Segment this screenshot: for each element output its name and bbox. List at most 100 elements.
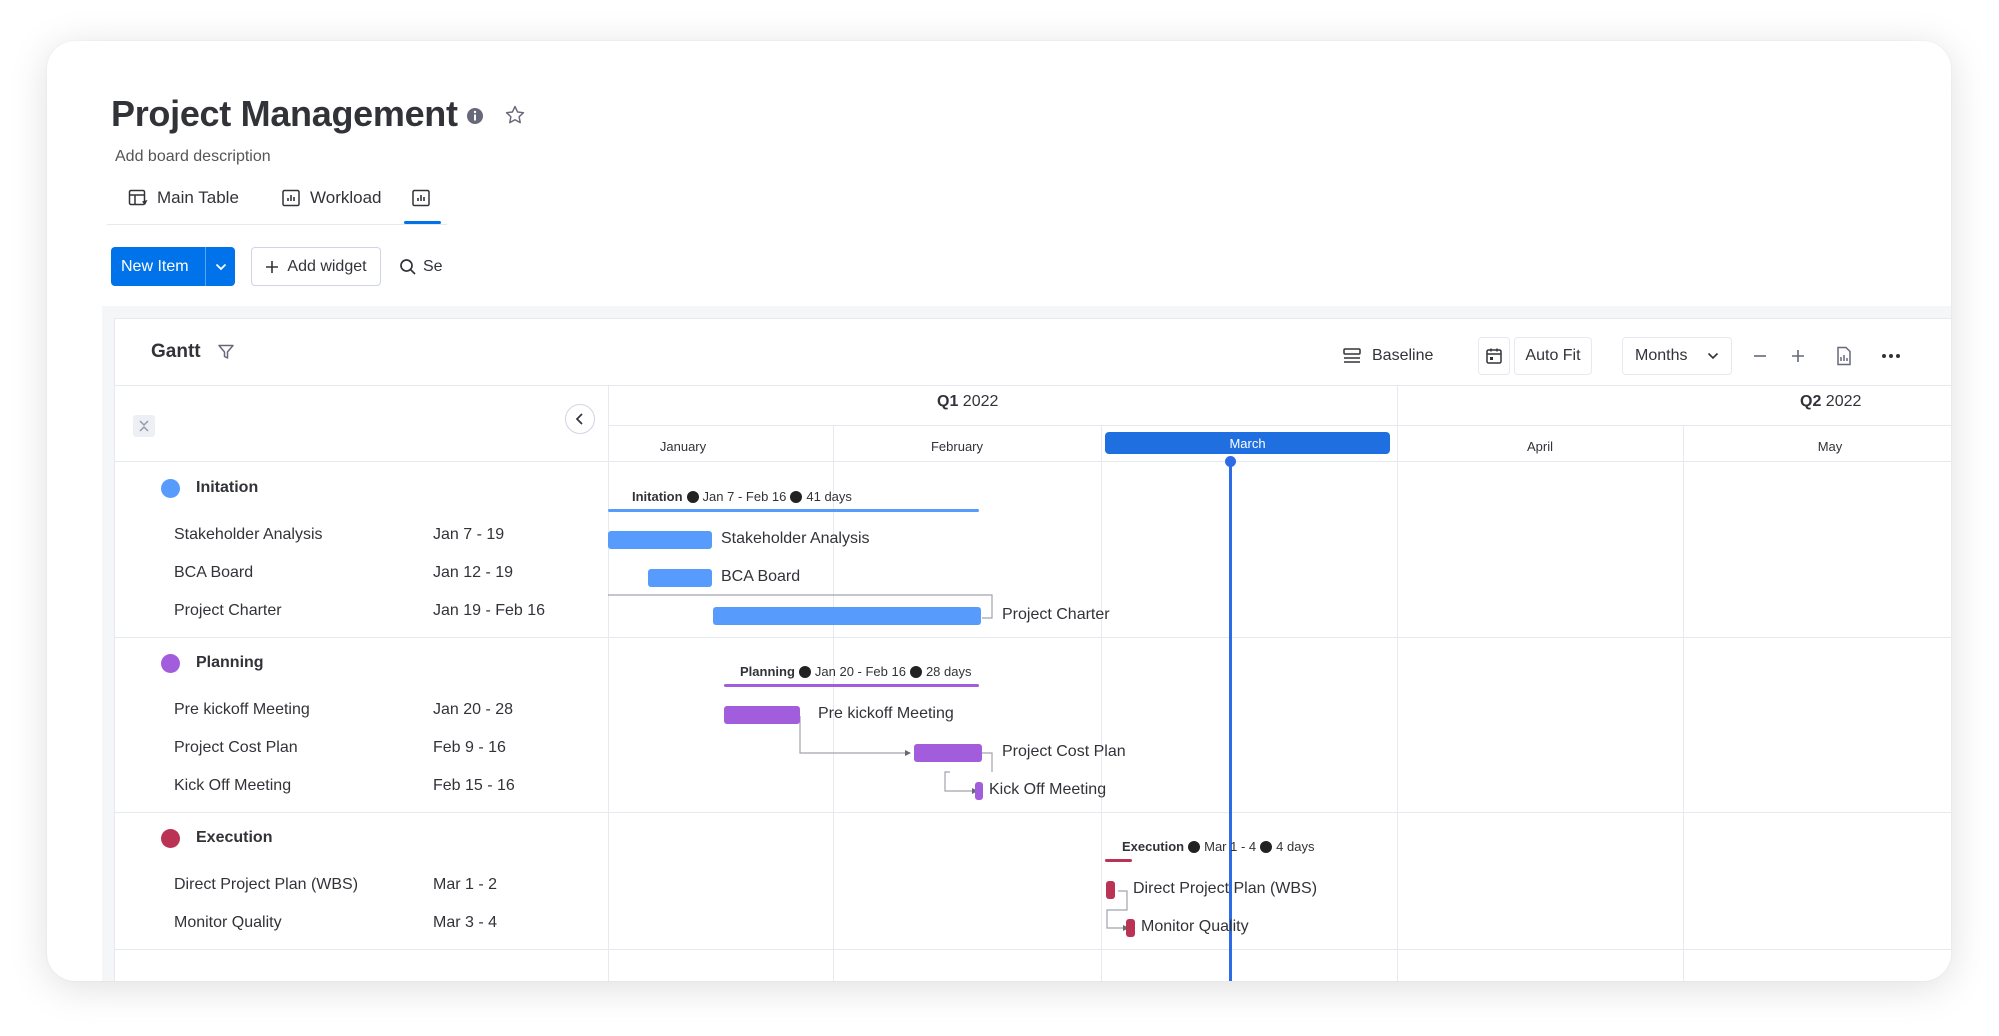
task-name[interactable]: Pre kickoff Meeting <box>174 701 310 718</box>
tab-label: Main Table <box>157 188 239 207</box>
task-bar-label: Monitor Quality <box>1141 918 1249 935</box>
group-summary-bar[interactable] <box>724 684 979 687</box>
search-input[interactable]: Se <box>399 247 443 286</box>
task-bar-label: Kick Off Meeting <box>989 781 1107 798</box>
zoom-mode-label: Months <box>1635 347 1688 364</box>
auto-fit-button[interactable]: Auto Fit <box>1514 337 1592 375</box>
task-dates: Jan 20 - 28 <box>433 701 514 718</box>
summary-name: Initation <box>632 489 683 504</box>
new-item-label: New Item <box>121 257 189 275</box>
gantt-widget <box>114 318 1951 981</box>
summary-range: Mar 1 - 4 <box>1204 839 1257 854</box>
task-name[interactable]: Kick Off Meeting <box>174 777 292 794</box>
auto-fit-label: Auto Fit <box>1525 347 1581 364</box>
board-window: Project Management Add board description… <box>47 41 1951 981</box>
table-icon <box>128 189 148 206</box>
task-name[interactable]: Project Cost Plan <box>174 739 298 756</box>
calendar-button[interactable] <box>1478 337 1510 375</box>
group-summary-bar[interactable] <box>1105 859 1132 862</box>
task-bar-label: Direct Project Plan (WBS) <box>1133 880 1318 897</box>
collapse-list-button[interactable] <box>565 404 595 434</box>
task-bar-label: Project Charter <box>1002 606 1110 623</box>
task-bar[interactable] <box>648 569 712 587</box>
months-dropdown[interactable]: Months <box>1622 337 1732 375</box>
task-dates: Mar 1 - 2 <box>433 876 498 893</box>
month-label: February <box>930 439 984 454</box>
baseline-label: Baseline <box>1372 347 1434 364</box>
export-icon[interactable] <box>1835 346 1853 366</box>
task-dates: Feb 15 - 16 <box>433 777 515 794</box>
month-label: January <box>659 439 707 454</box>
task-bar[interactable] <box>608 531 712 549</box>
month-divider <box>1397 425 1398 981</box>
timeline-header-divider <box>114 461 1951 462</box>
add-widget-label: Add widget <box>287 257 367 275</box>
new-item-dropdown[interactable] <box>205 247 235 286</box>
current-month-label: March <box>1105 432 1390 454</box>
summary-name: Execution <box>1122 839 1185 854</box>
zoom-out-icon[interactable] <box>1753 349 1767 363</box>
quarter-divider <box>1397 385 1398 425</box>
task-bar[interactable] <box>713 607 981 625</box>
summary-duration: 28 days <box>925 664 972 679</box>
search-label: Se <box>423 257 443 275</box>
task-dates: Jan 19 - Feb 16 <box>433 602 546 619</box>
task-bar-label: Stakeholder Analysis <box>721 530 870 547</box>
task-name[interactable]: Direct Project Plan (WBS) <box>174 876 359 893</box>
task-bar[interactable] <box>1126 919 1135 937</box>
group-name[interactable]: Initation <box>196 479 259 496</box>
group-name[interactable]: Planning <box>196 654 264 671</box>
filter-icon[interactable] <box>217 343 235 361</box>
quarter-name: Q1 <box>937 393 959 410</box>
quarter-name: Q2 <box>1800 393 1822 410</box>
chevron-left-icon <box>575 413 583 425</box>
task-name[interactable]: Stakeholder Analysis <box>174 526 323 543</box>
summary-duration: 41 days <box>806 489 852 504</box>
board-title[interactable]: Project Management <box>111 93 458 134</box>
group-summary-bar[interactable] <box>608 509 979 512</box>
more-icon[interactable] <box>1881 353 1901 359</box>
task-bar[interactable] <box>1106 881 1115 899</box>
add-widget-button[interactable]: Add widget <box>251 247 381 286</box>
separator-dot <box>798 665 811 678</box>
group-summary: Planning Jan 20 - Feb 16 28 days <box>740 664 972 679</box>
month-divider <box>1101 425 1102 981</box>
summary-name: Planning <box>740 664 795 679</box>
quarter-year: 2022 <box>962 393 999 410</box>
new-item-button[interactable]: New Item <box>111 247 235 286</box>
task-bar[interactable] <box>914 744 982 762</box>
zoom-in-icon[interactable] <box>1791 349 1805 363</box>
today-marker-dot <box>1225 456 1236 467</box>
tab-main-table[interactable]: Main Table <box>127 180 239 216</box>
collapse-all-icon[interactable] <box>133 415 155 437</box>
board-description[interactable]: Add board description <box>115 148 271 165</box>
month-label: April <box>1526 439 1553 454</box>
chart-icon <box>412 189 430 207</box>
active-tab-indicator <box>404 221 441 224</box>
separator-dot <box>686 490 699 503</box>
group-name[interactable]: Execution <box>196 829 273 846</box>
list-timeline-divider <box>608 385 609 981</box>
separator-dot <box>790 490 803 503</box>
task-dates: Feb 9 - 16 <box>433 739 506 756</box>
tab-workload[interactable]: Workload <box>280 180 382 216</box>
today-marker <box>1229 462 1232 981</box>
summary-range: Jan 7 - Feb 16 <box>702 489 787 504</box>
task-name[interactable]: Monitor Quality <box>174 914 282 931</box>
info-icon[interactable] <box>466 107 484 125</box>
summary-range: Jan 20 - Feb 16 <box>814 664 906 679</box>
group-summary: Initation Jan 7 - Feb 16 41 days <box>632 489 852 504</box>
month-divider <box>1683 425 1684 981</box>
tab-gantt-view[interactable] <box>410 180 432 216</box>
task-name[interactable]: BCA Board <box>174 564 254 581</box>
quarter-label: Q2 2022 <box>1800 393 1861 411</box>
task-bar[interactable] <box>724 706 800 724</box>
task-bar[interactable] <box>975 782 983 800</box>
star-icon[interactable] <box>504 104 526 126</box>
chevron-down-icon <box>1707 352 1719 360</box>
task-dates: Mar 3 - 4 <box>433 914 498 931</box>
baseline-button[interactable]: Baseline <box>1342 337 1433 375</box>
task-dates: Jan 7 - 19 <box>433 526 505 543</box>
quarter-label: Q1 2022 <box>937 393 998 411</box>
task-name[interactable]: Project Charter <box>174 602 282 619</box>
